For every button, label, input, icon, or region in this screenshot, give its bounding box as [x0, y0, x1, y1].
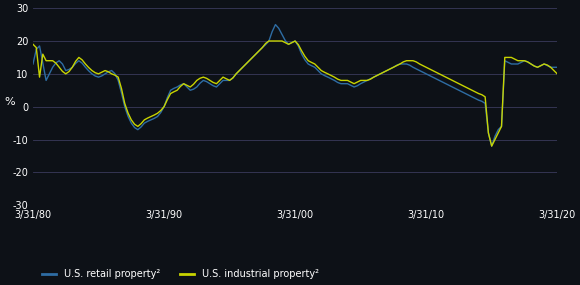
Legend: U.S. retail property², U.S. industrial property²: U.S. retail property², U.S. industrial p… [38, 265, 323, 283]
Y-axis label: %: % [4, 97, 15, 107]
